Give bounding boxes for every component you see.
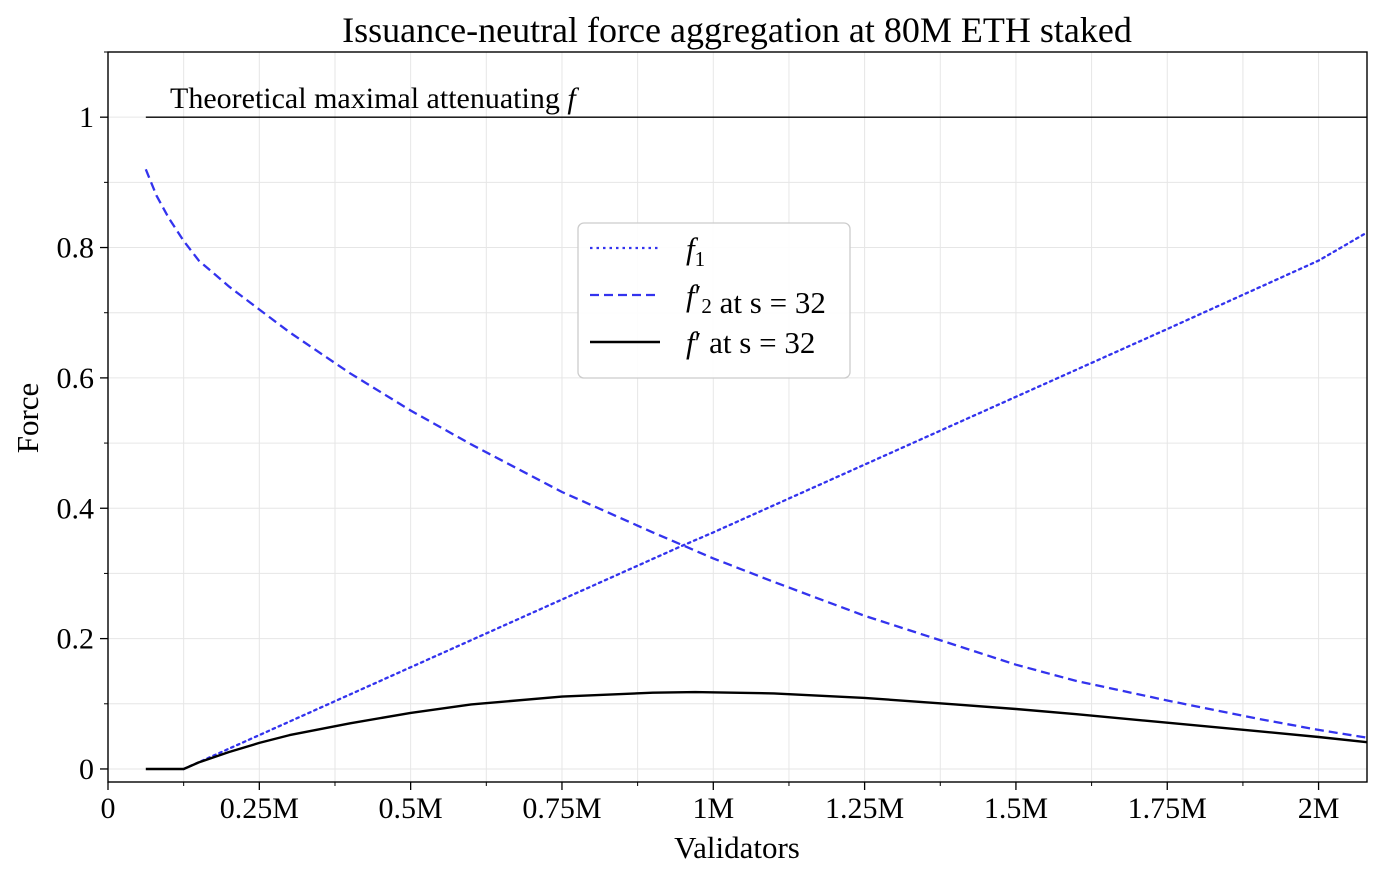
- grid: [108, 52, 1367, 782]
- y-tick-label: 1: [79, 101, 94, 134]
- x-tick-label: 1M: [692, 792, 734, 825]
- ticks: [100, 51, 1320, 790]
- x-tick-label: 0.5M: [379, 792, 443, 825]
- y-tick-label: 0.6: [57, 362, 95, 395]
- x-tick-label: 0: [101, 792, 116, 825]
- legend-box: [577, 222, 851, 379]
- series-f2: [144, 168, 1368, 739]
- x-tick-label: 2M: [1298, 792, 1340, 825]
- x-tick-label: 1.25M: [825, 792, 904, 825]
- x-axis-title: Validators: [674, 830, 800, 865]
- x-tick-label: 0.25M: [220, 792, 299, 825]
- series-f1: [182, 231, 1369, 771]
- legend-label-f2: f′2 at s = 32: [686, 278, 826, 320]
- series-fprime: [145, 690, 1368, 771]
- y-tick-label: 0.8: [57, 232, 95, 265]
- y-tick-label: 0.2: [57, 623, 95, 656]
- chart-title: Issuance-neutral force aggregation at 80…: [342, 10, 1132, 50]
- max-attenuating-label: Theoretical maximal attenuating f: [170, 82, 579, 115]
- plot-frame: [107, 51, 1368, 783]
- y-tick-label: 0.4: [57, 492, 95, 525]
- x-tick-label: 1.5M: [984, 792, 1048, 825]
- annotation-layer: Theoretical maximal attenuating f: [145, 82, 1367, 118]
- y-tick-label: 0: [79, 753, 94, 786]
- tick-labels: 0 0.25M 0.5M 0.75M 1M 1.25M 1.5M 1.75M 2M 0 0.2 0.4…: [57, 101, 1340, 825]
- y-axis-title: Force: [10, 383, 45, 454]
- x-tick-label: 0.75M: [522, 792, 601, 825]
- series-layer: [144, 168, 1369, 771]
- legend-label-fprime: f′ at s = 32: [686, 325, 815, 360]
- x-tick-label: 1.75M: [1128, 792, 1207, 825]
- legend: f1f′2 at s = 32f′ at s = 32: [577, 222, 851, 379]
